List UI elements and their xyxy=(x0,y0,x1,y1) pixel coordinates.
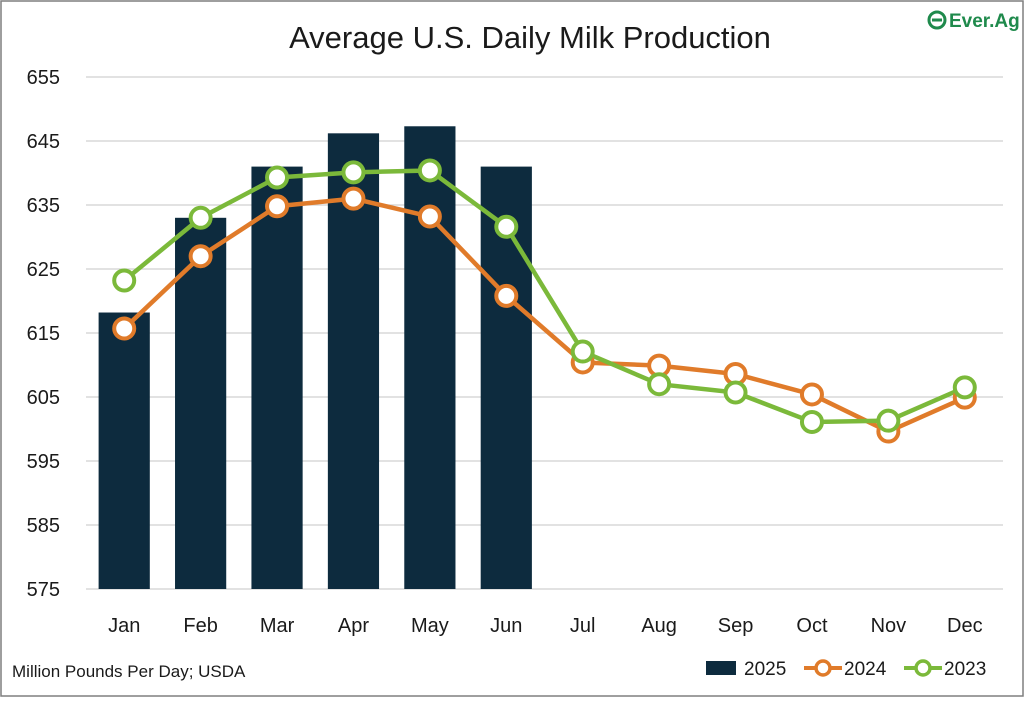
point-2023-aug xyxy=(647,372,672,397)
series-line-2023 xyxy=(122,168,966,425)
point-2023-mar xyxy=(265,165,290,190)
point-2024-oct xyxy=(799,382,824,407)
point-2024-jan xyxy=(112,316,137,341)
legend-item-2023: 2023 xyxy=(904,659,986,680)
x-tick-label: Oct xyxy=(796,615,828,637)
legend-marker-2024 xyxy=(814,659,832,677)
legend-label-2023: 2023 xyxy=(944,659,986,680)
x-tick-label: Nov xyxy=(871,615,907,637)
y-tick-label: 615 xyxy=(27,323,60,345)
series-points xyxy=(112,158,977,444)
point-2024-may xyxy=(417,204,442,229)
bar-2025-feb xyxy=(175,217,227,590)
point-2023-jul xyxy=(570,339,595,364)
ever-ag-logo-icon xyxy=(927,10,947,30)
point-2023-apr xyxy=(341,160,366,185)
bar-2025-mar xyxy=(251,166,303,589)
point-2023-sep xyxy=(723,380,748,405)
brand-logo: Ever.Ag xyxy=(927,10,1020,32)
series-line-2024 xyxy=(122,196,966,434)
x-tick-label: Feb xyxy=(183,615,217,637)
x-tick-label: Apr xyxy=(338,615,369,637)
chart-title: Average U.S. Daily Milk Production xyxy=(289,20,771,55)
x-tick-label: Aug xyxy=(641,615,677,637)
y-tick-label: 575 xyxy=(27,579,60,601)
x-tick-label: May xyxy=(411,615,449,637)
point-2023-jun xyxy=(494,214,519,239)
y-tick-label: 595 xyxy=(27,451,60,473)
y-tick-label: 625 xyxy=(27,259,60,281)
point-2023-may xyxy=(417,158,442,183)
bar-2025-jan xyxy=(98,312,150,589)
y-tick-label: 655 xyxy=(27,67,60,89)
point-2023-feb xyxy=(188,205,213,230)
legend-item-2025: 2025 xyxy=(706,659,786,680)
series-lines xyxy=(122,168,966,434)
x-tick-label: Jan xyxy=(108,615,140,637)
legend-swatch-2025 xyxy=(706,661,736,675)
point-2023-nov xyxy=(876,408,901,433)
legend-label-2025: 2025 xyxy=(744,659,786,680)
x-tick-label: Jul xyxy=(570,615,596,637)
legend-label-2024: 2024 xyxy=(844,659,887,680)
source-note: Million Pounds Per Day; USDA xyxy=(12,662,246,681)
x-tick-label: Jun xyxy=(490,615,522,637)
bar-2025-may xyxy=(404,126,456,589)
gridlines xyxy=(86,76,1003,590)
point-2023-jan xyxy=(112,268,137,293)
y-tick-label: 645 xyxy=(27,131,60,153)
x-axis-tick-labels: Jan Feb Mar Apr May Jun Jul Aug Sep Oct Nov Dec xyxy=(108,615,982,637)
brand-logo-text: Ever.Ag xyxy=(949,11,1020,32)
x-tick-label: Dec xyxy=(947,615,983,637)
point-2023-oct xyxy=(799,409,824,434)
point-2024-apr xyxy=(341,186,366,211)
x-tick-label: Sep xyxy=(718,615,754,637)
legend: 2025 2024 2023 xyxy=(706,659,986,680)
y-axis-tick-labels: 575 585 595 605 615 625 635 645 655 xyxy=(27,67,60,601)
legend-marker-2023 xyxy=(914,659,932,677)
point-2024-mar xyxy=(265,194,290,219)
point-2024-feb xyxy=(188,244,213,269)
legend-item-2024: 2024 xyxy=(804,659,887,680)
point-2023-dec xyxy=(952,375,977,400)
y-tick-label: 635 xyxy=(27,195,60,217)
point-2024-jun xyxy=(494,283,519,308)
y-tick-label: 585 xyxy=(27,515,60,537)
y-tick-label: 605 xyxy=(27,387,60,409)
bars-2025 xyxy=(98,126,532,590)
x-tick-label: Mar xyxy=(260,615,295,637)
